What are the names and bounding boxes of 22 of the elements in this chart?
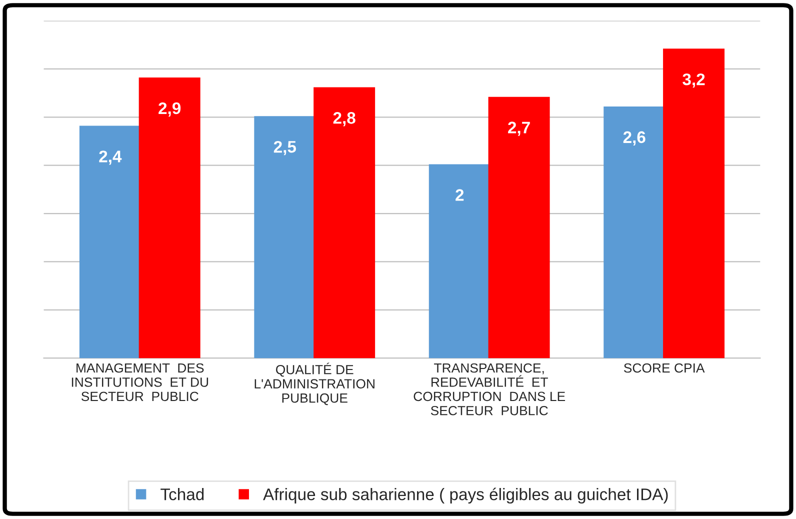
bar (254, 116, 316, 358)
bar (604, 106, 666, 358)
data-label: 2,7 (508, 122, 530, 136)
data-label: 2,8 (333, 112, 356, 126)
bar (79, 126, 141, 358)
data-label: 2,6 (623, 131, 646, 146)
legend-label: Tchad (160, 488, 204, 500)
bar (314, 87, 376, 358)
x-tick-label: QUALITÉ DE L'ADMINISTRATION PUBLIQUE (254, 362, 374, 406)
bar (663, 48, 725, 358)
data-label: 2,5 (274, 140, 296, 156)
x-tick-label: TRANSPARENCE, REDEVABILITÉ ET CORRUPTION DANS LE SECTEUR PUBLIC (414, 363, 566, 416)
bar (428, 164, 490, 358)
data-label: 2,9 (158, 102, 181, 117)
legend-label: Afrique sub saharienne ( pays éligibles au guichet IDA) (263, 488, 668, 504)
bar (488, 96, 550, 358)
data-label: 2,4 (99, 150, 122, 165)
bar (138, 78, 200, 358)
data-label: 3,2 (682, 73, 705, 88)
data-label: 2 (456, 189, 464, 201)
x-tick-label: SCORE CPIA (624, 363, 705, 373)
x-tick-label: MANAGEMENT DES INSTITUTIONS ET DU SECTEUR PUBLIC (72, 363, 208, 402)
